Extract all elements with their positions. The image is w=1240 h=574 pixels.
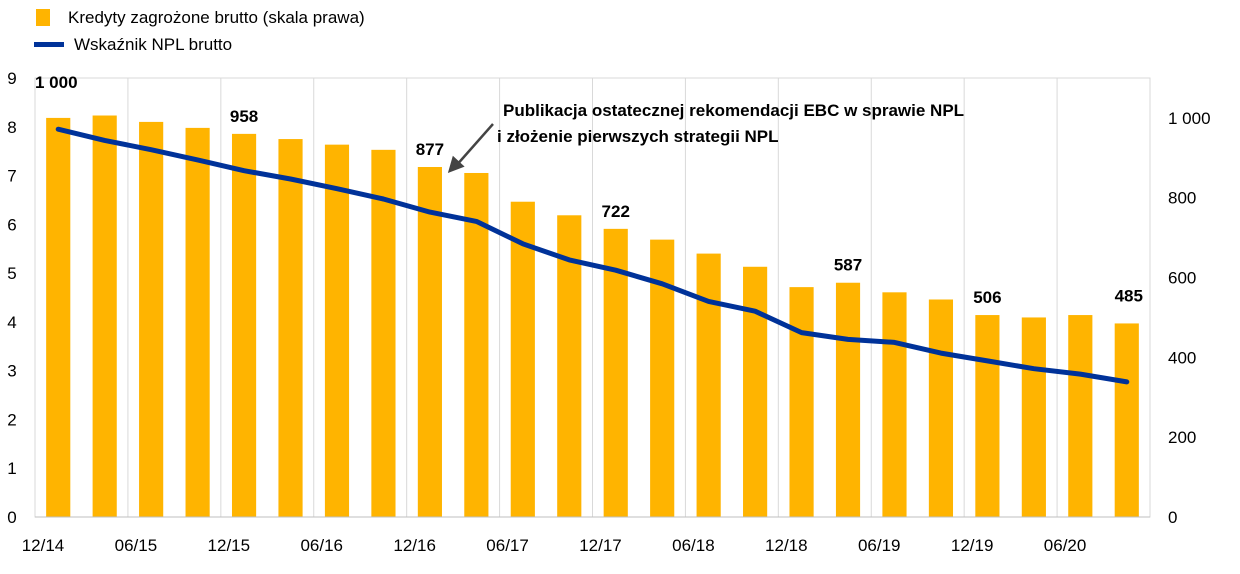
y-left-tick-label: 8 [7,118,16,137]
data-label: 485 [1115,286,1143,305]
bar [510,201,535,517]
data-label: 722 [602,202,630,221]
legend-item-line: Wskaźnik NPL brutto [34,31,365,58]
data-label: 958 [230,107,258,126]
x-tick-label: 06/15 [115,536,158,555]
x-tick-label: 12/15 [208,536,251,555]
bar [231,133,257,517]
bar [278,139,303,517]
bar [1021,317,1046,517]
bar [603,228,628,517]
x-tick-label: 06/16 [300,536,343,555]
x-tick-label: 06/20 [1044,536,1087,555]
bar [696,253,721,517]
bar [417,166,442,518]
data-label: 1 000 [35,73,78,92]
x-tick-label: 12/17 [579,536,622,555]
bar [835,282,861,517]
bar [789,287,814,517]
bar [1068,315,1093,517]
bar [743,266,768,517]
bar [92,115,117,518]
bar [464,172,489,517]
y-right-tick-label: 400 [1168,348,1196,367]
x-tick-label: 06/17 [486,536,529,555]
x-tick-label: 06/18 [672,536,715,555]
y-right-tick-label: 1 000 [1168,109,1211,128]
y-right-tick-label: 0 [1168,508,1177,527]
bar [1114,323,1139,517]
legend-swatch-line [34,42,64,47]
y-left-tick-label: 3 [7,362,16,381]
y-left-tick-label: 6 [7,215,16,234]
bar [185,127,210,518]
y-left-tick-label: 0 [7,508,16,527]
x-tick-label: 12/14 [22,536,65,555]
bar [975,315,1000,517]
bar [882,292,907,517]
x-tick-label: 12/19 [951,536,994,555]
bar [928,299,954,517]
x-tick-label: 06/19 [858,536,901,555]
y-left-tick-label: 1 [7,459,16,478]
annotation-arrow-shaft [454,123,494,167]
y-left-tick-label: 5 [7,264,16,283]
legend-label-bars: Kredyty zagrożone brutto (skala prawa) [68,7,365,27]
bar [46,117,71,517]
annotation-line-1: Publikacja ostatecznej rekomendacji EBC … [503,101,964,120]
data-label: 506 [973,288,1001,307]
bar [139,121,164,518]
data-label: 587 [834,256,862,275]
bar [371,149,396,517]
bar [324,144,350,517]
bar [557,215,582,517]
annotation-arrow-head [447,155,465,173]
x-tick-label: 12/16 [393,536,436,555]
y-right-tick-label: 800 [1168,189,1196,208]
npl-ratio-line [55,126,1130,385]
legend-item-bars: Kredyty zagrożone brutto (skala prawa) [36,4,365,31]
x-tick-label: 12/18 [765,536,808,555]
annotation-line-2: i złożenie pierwszych strategii NPL [497,127,779,146]
y-left-tick-label: 7 [7,167,16,186]
y-left-tick-label: 2 [7,410,16,429]
data-label: 877 [416,140,444,159]
legend-label-line: Wskaźnik NPL brutto [74,34,233,54]
legend-swatch-bars [36,9,50,26]
y-right-tick-label: 200 [1168,428,1196,447]
y-left-tick-label: 4 [7,313,16,332]
y-right-tick-label: 600 [1168,269,1196,288]
y-left-tick-label: 9 [7,69,16,88]
legend: Kredyty zagrożone brutto (skala prawa) W… [34,4,365,58]
